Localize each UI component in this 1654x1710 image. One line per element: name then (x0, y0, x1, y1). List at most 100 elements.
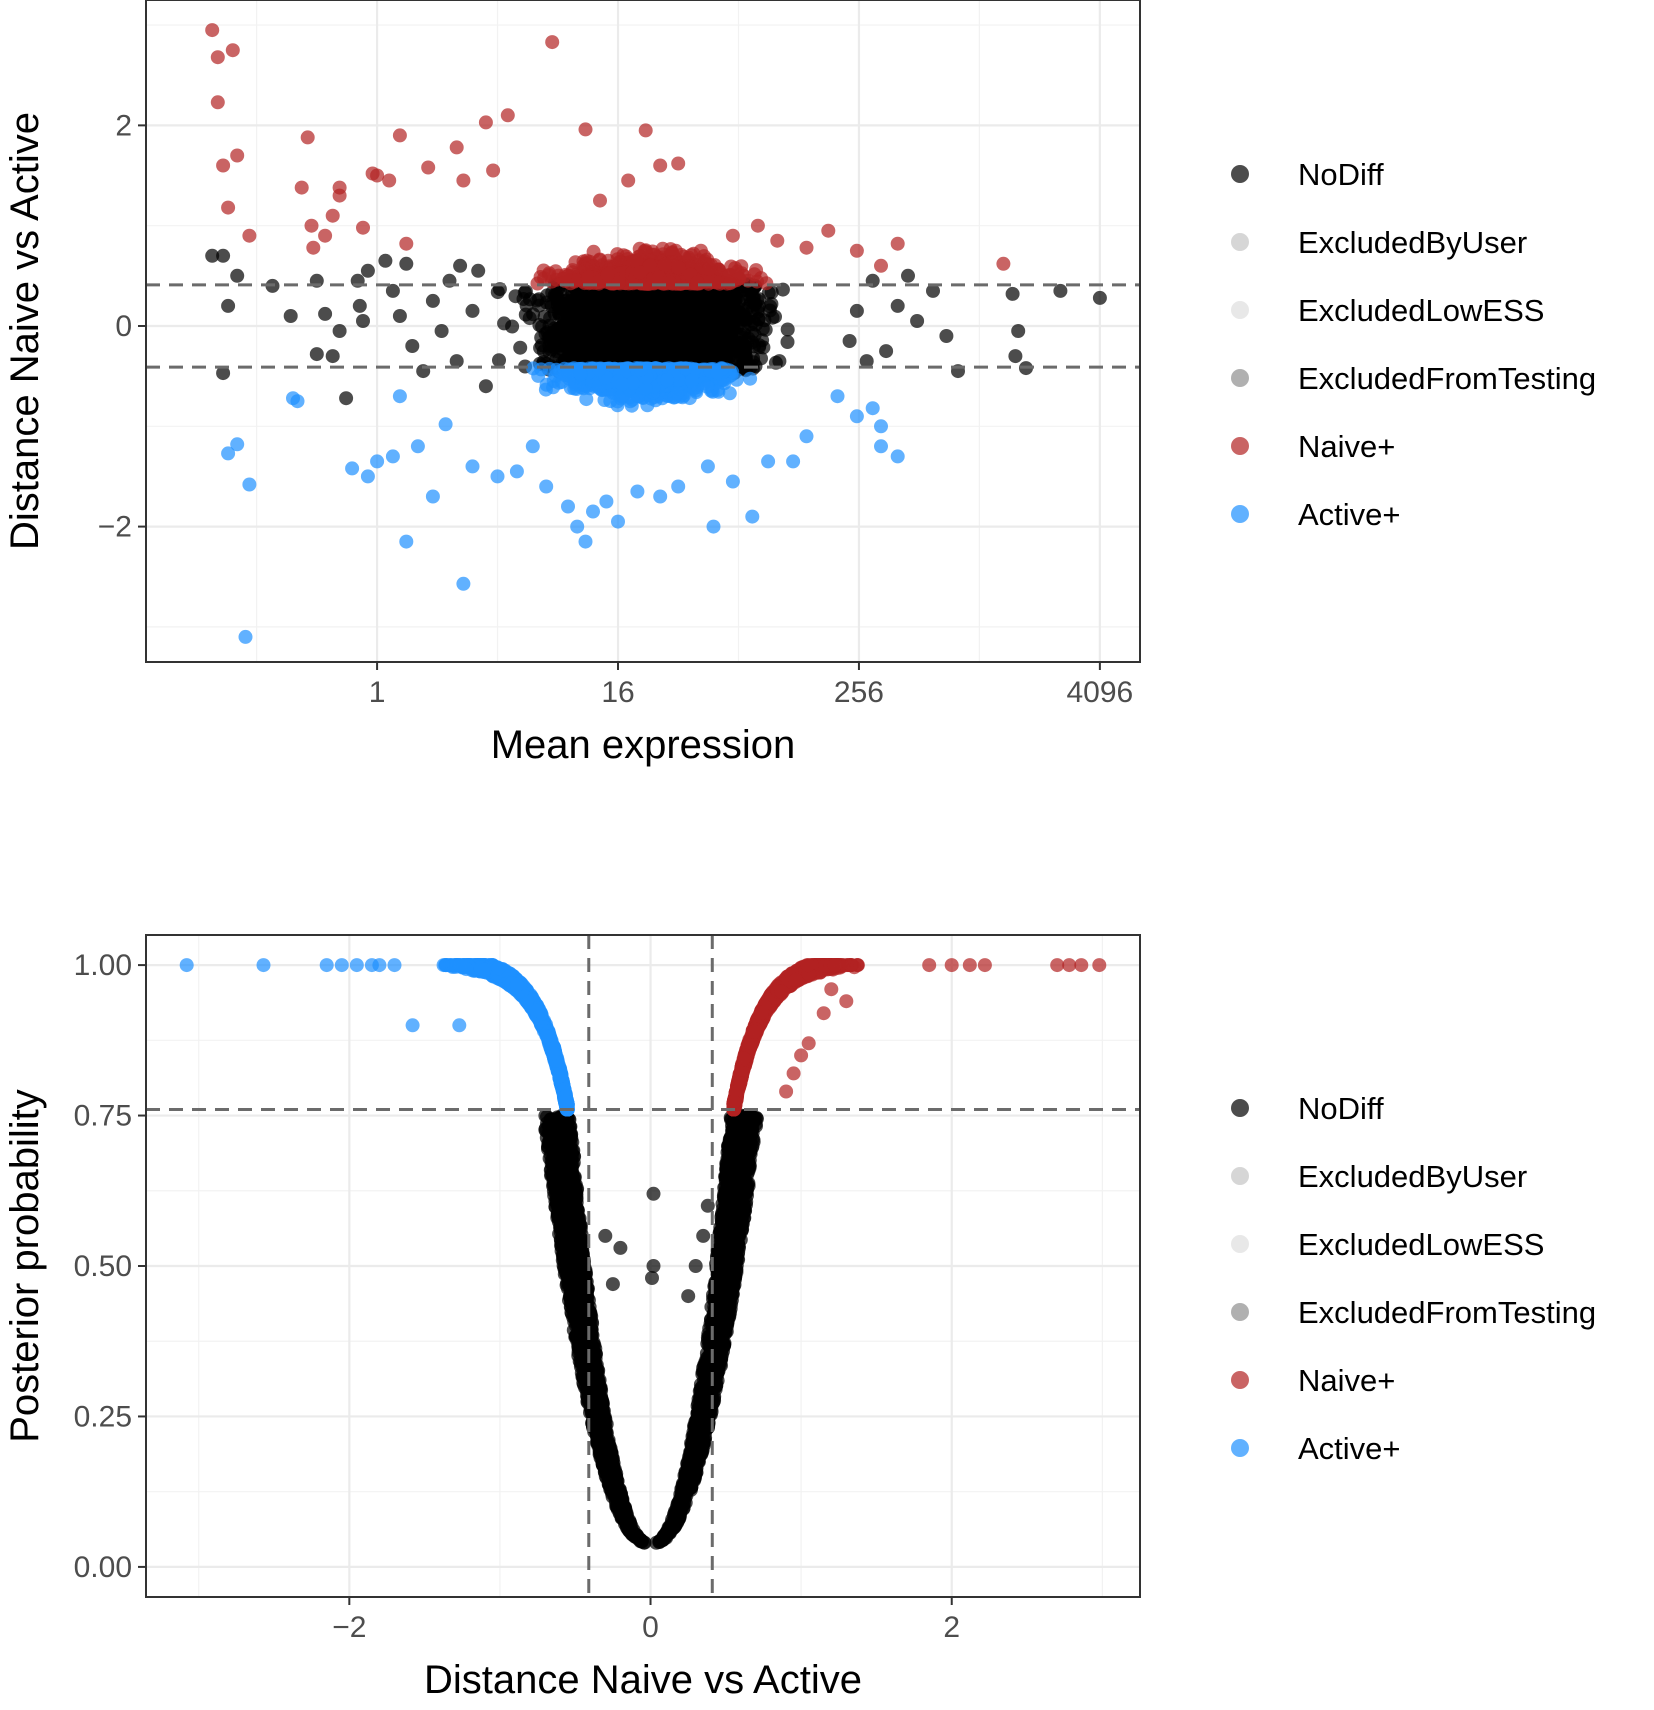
x-tick-label: 256 (834, 676, 884, 709)
point-nodiff (361, 264, 375, 278)
point-active-plus (466, 459, 480, 473)
point-active-plus (726, 475, 740, 489)
point-active-plus (291, 394, 305, 408)
x-tick-label: 16 (601, 676, 634, 709)
point-active-plus (745, 510, 759, 524)
point-naive-plus (559, 268, 573, 282)
point-naive-plus (726, 229, 740, 243)
point-nodiff (586, 320, 600, 334)
point-nodiff (636, 307, 650, 321)
point-nodiff (680, 338, 694, 352)
ma-plot-legend: NoDiffExcludedByUserExcludedLowESSExclud… (1231, 157, 1596, 532)
point-active-plus (761, 454, 775, 468)
point-nodiff (901, 269, 915, 283)
point-active-plus (831, 389, 845, 403)
point-nodiff (699, 296, 713, 310)
point-active-plus (510, 464, 524, 478)
point-active-plus (239, 630, 253, 644)
point-active-plus (685, 374, 699, 388)
point-nodiff (435, 324, 449, 338)
point-active-plus (592, 363, 606, 377)
y-tick-label: 2 (115, 109, 132, 142)
point-naive-plus (593, 194, 607, 208)
point-active-plus (611, 398, 625, 412)
point-active-plus (874, 439, 888, 453)
point-active-plus (700, 380, 714, 394)
point-nodiff (764, 297, 778, 311)
point-active-plus (800, 429, 814, 443)
point-nodiff (602, 308, 616, 322)
point-nodiff (1008, 349, 1022, 363)
point-nodiff (745, 326, 759, 340)
point-active-plus (866, 401, 880, 415)
point-naive-plus (690, 276, 704, 290)
point-naive-plus (486, 164, 500, 178)
point-active-plus (526, 439, 540, 453)
point-naive-plus (216, 159, 230, 173)
point-active-plus (634, 362, 648, 376)
point-nodiff (655, 323, 669, 337)
legend-label-excludedfromtesting: ExcludedFromTesting (1298, 361, 1596, 396)
legend-key-active-plus (1231, 505, 1249, 523)
point-naive-plus (399, 237, 413, 251)
point-active-plus (671, 480, 685, 494)
point-nodiff (736, 352, 750, 366)
legend-label-excludedlowess: ExcludedLowESS (1298, 293, 1544, 328)
point-naive-plus (581, 258, 595, 272)
point-naive-plus (658, 258, 672, 272)
point-nodiff (284, 309, 298, 323)
point-naive-plus (800, 241, 814, 255)
point-nodiff (1093, 291, 1107, 305)
legend-key-excludedbyuser (1231, 233, 1249, 251)
point-active-plus (570, 520, 584, 534)
point-naive-plus (333, 189, 347, 203)
point-active-plus (531, 369, 545, 383)
point-naive-plus (996, 257, 1010, 271)
point-naive-plus (874, 259, 888, 273)
point-naive-plus (326, 209, 340, 223)
point-nodiff (678, 293, 692, 307)
point-active-plus (874, 419, 888, 433)
point-nodiff (850, 304, 864, 318)
point-naive-plus (211, 50, 225, 64)
point-active-plus (361, 469, 375, 483)
point-naive-plus (671, 157, 685, 171)
point-active-plus (579, 392, 593, 406)
legend-label-nodiff: NoDiff (1298, 157, 1384, 192)
point-active-plus (393, 389, 407, 403)
point-naive-plus (611, 252, 625, 266)
point-naive-plus (421, 161, 435, 175)
point-active-plus (386, 449, 400, 463)
point-nodiff (649, 298, 663, 312)
point-active-plus (670, 386, 684, 400)
volcano-plot-points (180, 958, 1107, 1550)
point-nodiff (636, 349, 650, 363)
point-active-plus (786, 454, 800, 468)
point-naive-plus (450, 140, 464, 154)
point-nodiff (910, 314, 924, 328)
point-nodiff (781, 335, 795, 349)
point-naive-plus (306, 241, 320, 255)
point-nodiff (497, 316, 511, 330)
point-naive-plus (821, 224, 835, 238)
legend-key-excludedlowess (1231, 301, 1249, 319)
point-nodiff (548, 331, 562, 345)
point-nodiff (623, 323, 637, 337)
point-naive-plus (318, 229, 332, 243)
point-active-plus (850, 409, 864, 423)
point-active-plus (707, 520, 721, 534)
point-active-plus (345, 461, 359, 475)
point-active-plus (615, 377, 629, 391)
point-nodiff (752, 340, 766, 354)
point-nodiff (891, 299, 905, 313)
point-naive-plus (356, 221, 370, 235)
point-naive-plus (305, 219, 319, 233)
point-naive-plus (221, 201, 235, 215)
point-naive-plus (205, 23, 219, 37)
point-active-plus (660, 373, 674, 387)
point-nodiff (666, 295, 680, 309)
point-active-plus (221, 446, 235, 460)
point-naive-plus (393, 128, 407, 142)
point-naive-plus (639, 123, 653, 137)
